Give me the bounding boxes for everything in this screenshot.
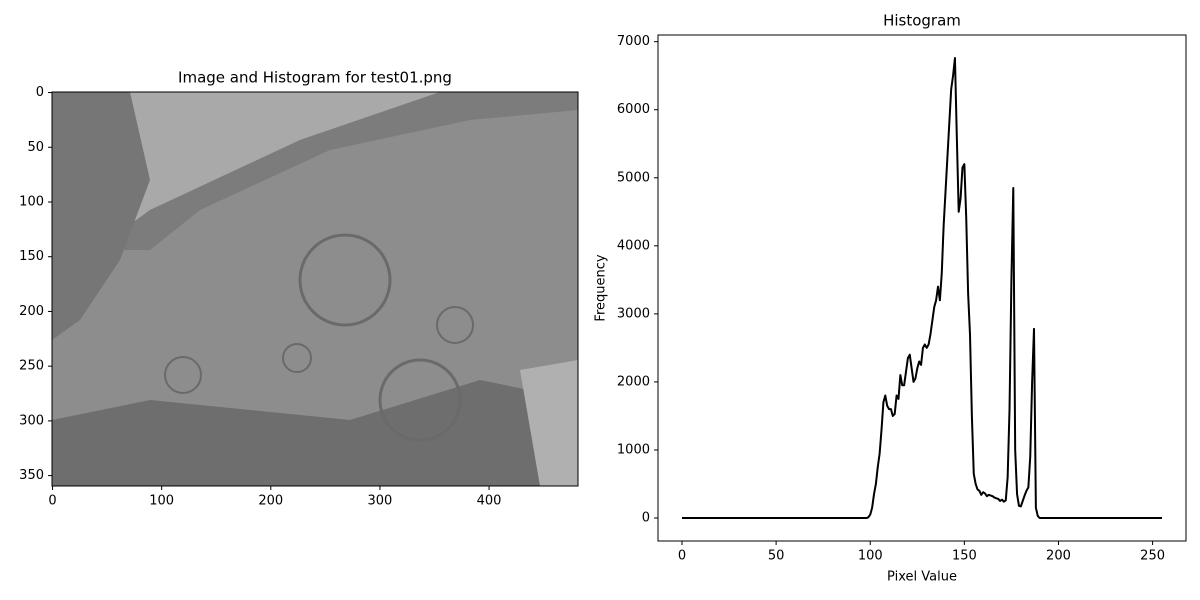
y-tick-label: 0 <box>36 85 44 100</box>
photo-flower <box>282 343 312 373</box>
photo-flower <box>298 233 392 327</box>
x-tick-label: 200 <box>258 494 283 509</box>
photo-roof <box>95 92 578 250</box>
x-tick-label: 100 <box>149 494 174 509</box>
y-tick-label: 300 <box>19 413 44 428</box>
photo <box>52 92 578 486</box>
y-tick-label: 7000 <box>617 34 650 49</box>
y-tick-label: 2000 <box>617 374 650 389</box>
x-tick-label: 0 <box>48 494 56 509</box>
y-tick-label: 150 <box>19 249 44 264</box>
y-tick-label: 6000 <box>617 102 650 117</box>
y-tick-label: 50 <box>27 140 44 155</box>
y-tick-label: 5000 <box>617 170 650 185</box>
histogram-line <box>682 57 1162 519</box>
y-tick-label: 350 <box>19 468 44 483</box>
photo-bushes <box>52 380 578 486</box>
photo-flower <box>378 358 462 442</box>
x-tick-label: 150 <box>952 549 977 564</box>
y-tick-label: 200 <box>19 304 44 319</box>
x-tick-label: 100 <box>858 549 883 564</box>
x-tick-label: 250 <box>1140 549 1165 564</box>
y-tick-label: 0 <box>642 511 650 526</box>
x-tick-label: 0 <box>678 549 686 564</box>
y-tick-label: 250 <box>19 359 44 374</box>
photo-tree <box>52 92 150 340</box>
y-axis-label: Frequency <box>594 254 609 321</box>
y-tick-label: 1000 <box>617 442 650 457</box>
axes-frame <box>657 34 1187 542</box>
photo-flower <box>436 306 474 344</box>
axes-title: Histogram <box>883 12 961 30</box>
photo-light <box>520 360 578 486</box>
photo-flower <box>164 356 202 394</box>
x-tick-label: 200 <box>1046 549 1071 564</box>
axes-title: Image and Histogram for test01.png <box>178 69 452 87</box>
y-tick-label: 3000 <box>617 306 650 321</box>
y-tick-label: 4000 <box>617 238 650 253</box>
x-tick-label: 50 <box>768 549 785 564</box>
photo-sky <box>52 92 440 260</box>
x-axis-label: Pixel Value <box>887 570 957 585</box>
axes-frame <box>51 91 579 487</box>
x-tick-label: 300 <box>368 494 393 509</box>
y-tick-label: 100 <box>19 194 44 209</box>
x-tick-label: 400 <box>477 494 502 509</box>
